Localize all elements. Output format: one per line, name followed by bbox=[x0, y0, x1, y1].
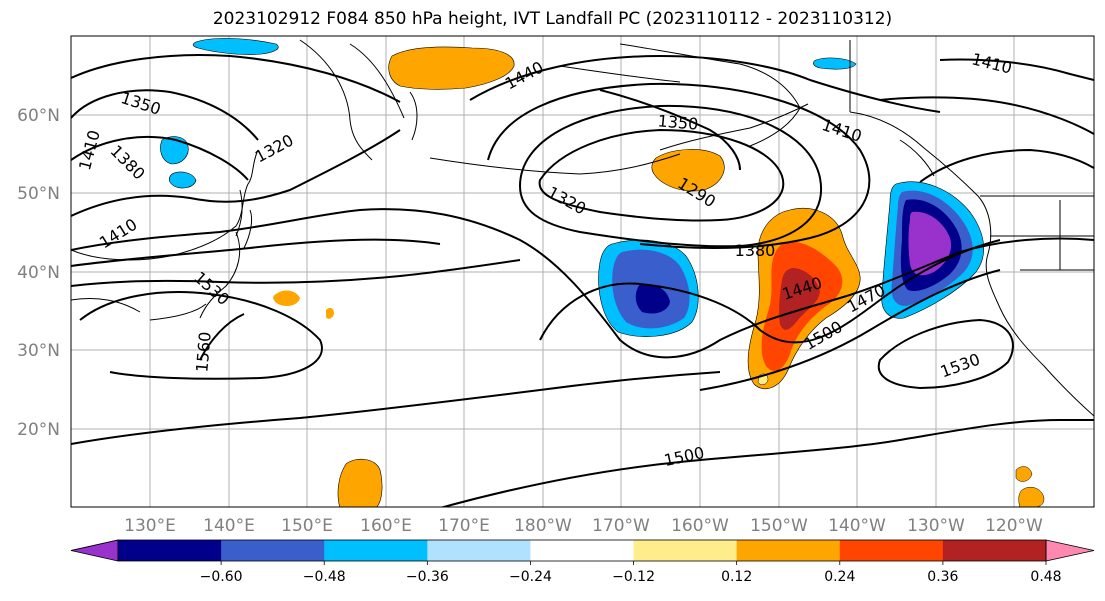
colorbar-tick-label: −0.12 bbox=[612, 569, 655, 585]
colorbar-tick-label: 0.36 bbox=[927, 569, 958, 585]
colorbar-segment bbox=[942, 540, 1047, 561]
colorbar-segment bbox=[736, 540, 841, 561]
colorbar-segment bbox=[118, 540, 222, 561]
colorbar-segment bbox=[530, 540, 635, 561]
colorbar-segment bbox=[427, 540, 531, 561]
colorbar-tick-label: 0.24 bbox=[824, 569, 855, 585]
longitude-label: 160°E bbox=[360, 516, 412, 536]
colorbar-tick-label: −0.24 bbox=[509, 569, 552, 585]
height-contours bbox=[71, 53, 1094, 507]
contour-label: 1560 bbox=[192, 331, 214, 373]
longitude-label: 150°E bbox=[281, 516, 333, 536]
longitude-label: 120°W bbox=[985, 516, 1043, 536]
coastlines bbox=[71, 39, 1094, 417]
colorbar-tick-label: 0.48 bbox=[1030, 569, 1061, 585]
colorbar-segment bbox=[839, 540, 944, 561]
longitude-label: 160°W bbox=[671, 516, 729, 536]
longitude-label: 170°E bbox=[438, 516, 490, 536]
latitude-label: 60°N bbox=[17, 106, 60, 126]
latitude-label: 50°N bbox=[17, 184, 60, 204]
map-title: 2023102912 F084 850 hPa height, IVT Land… bbox=[212, 9, 893, 29]
longitude-labels: 130°E 140°E 150°E 160°E 170°E 180°W 170°W 160°W… bbox=[124, 516, 1043, 536]
longitude-label: 140°E bbox=[203, 516, 255, 536]
contour-label: 1350 bbox=[657, 111, 699, 133]
graticule bbox=[71, 36, 1094, 507]
plot-frame bbox=[70, 35, 1095, 508]
longitude-label: 180°W bbox=[514, 516, 572, 536]
contour-label: 1380 bbox=[735, 241, 776, 260]
longitude-label: 150°W bbox=[750, 516, 808, 536]
latitude-labels: 60°N 50°N 40°N 30°N 20°N bbox=[17, 106, 60, 440]
colorbar-extend-low bbox=[70, 539, 119, 562]
latitude-label: 40°N bbox=[17, 263, 60, 283]
longitude-label: 140°W bbox=[828, 516, 886, 536]
latitude-label: 30°N bbox=[17, 341, 60, 361]
colorbar-tick-label: −0.60 bbox=[200, 569, 243, 585]
colorbar-segment bbox=[324, 540, 428, 561]
latitude-label: 20°N bbox=[17, 420, 60, 440]
colorbar-segment bbox=[633, 540, 738, 561]
ivt-shading bbox=[160, 38, 1045, 507]
colorbar-segment bbox=[221, 540, 325, 561]
longitude-label: 130°W bbox=[907, 516, 965, 536]
longitude-label: 170°W bbox=[592, 516, 650, 536]
colorbar-tick-label: 0.12 bbox=[721, 569, 752, 585]
colorbar-tick-label: −0.48 bbox=[303, 569, 346, 585]
colorbar: −0.60 −0.48 −0.36 −0.24 −0.12 0.12 0.24 0.36 0.4… bbox=[70, 539, 1095, 585]
longitude-label: 130°E bbox=[124, 516, 176, 536]
colorbar-extend-high bbox=[1045, 539, 1095, 562]
colorbar-tick-label: −0.36 bbox=[406, 569, 449, 585]
